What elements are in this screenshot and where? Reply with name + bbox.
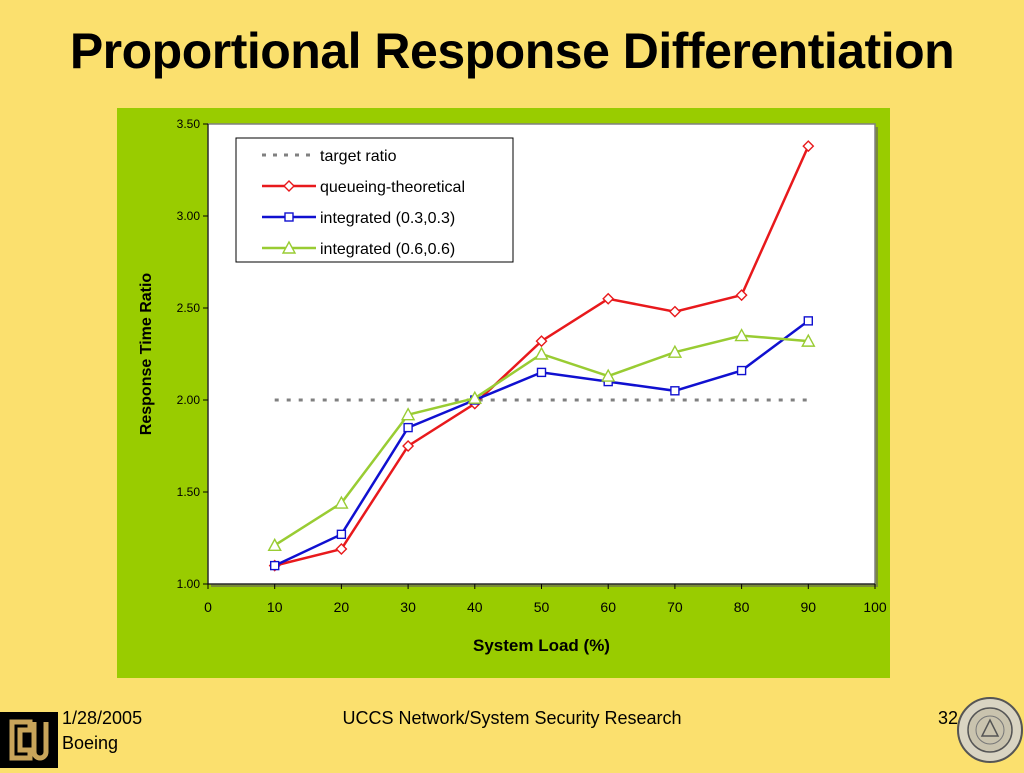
footer-title: UCCS Network/System Security Research: [342, 708, 682, 728]
line-chart: 1.00 1.50 2.00 2.50 3.00 3.50 0 10 20 30 40 50 60 70 8…: [138, 117, 887, 655]
legend-label: target ratio: [320, 148, 397, 165]
legend-label: queueing-theoretical: [320, 179, 465, 196]
series-integrated-0-6-0-6-point: [534, 346, 549, 360]
x-axis-title: System Load (%): [473, 636, 610, 655]
x-tick-label: 60: [600, 599, 616, 615]
x-tick-label: 10: [267, 599, 283, 615]
y-axis-title: Response Time Ratio: [138, 273, 155, 436]
series-integrated-0-3-0-3-point: [736, 365, 747, 376]
series-integrated-0-3-0-3-point: [269, 560, 280, 571]
series-queueing-theoretical-point: [335, 543, 348, 556]
x-tick-label: 30: [400, 599, 416, 615]
series-queueing-theoretical-point: [668, 305, 681, 318]
legend-marker: [281, 240, 297, 254]
series-integrated-0-6-0-6-point: [267, 537, 282, 552]
x-tick-label: 90: [801, 599, 817, 615]
series-integrated-0-6-0-6-point: [734, 328, 749, 342]
x-tick-label: 100: [863, 599, 887, 615]
x-tick-label: 80: [734, 599, 750, 615]
series-integrated-0-6-0-6-point: [667, 344, 683, 358]
legend-box: [235, 137, 514, 263]
y-tick-label: 1.50: [177, 485, 201, 499]
chart-panel: 1.00 1.50 2.00 2.50 3.00 3.50 0 10 20 30 40 50 60 70 8…: [117, 108, 890, 678]
series-integrated-0-3-0-3-point: [403, 422, 413, 433]
legend-marker: [284, 212, 294, 222]
series-queueing-theoretical-point: [535, 335, 548, 348]
series-queueing-theoretical-point: [402, 440, 415, 452]
slide-title: Proportional Response Differentiation: [69, 23, 955, 79]
x-tick-label: 50: [534, 599, 550, 615]
legend-marker: [283, 180, 295, 192]
series-integrated-0-3-0-3-point: [336, 529, 347, 540]
series-integrated-0-6-0-6-point: [334, 495, 349, 509]
cu-logo-icon: [0, 712, 58, 768]
series-integrated-0-3-0-3-point: [803, 316, 813, 326]
y-tick-label: 3.50: [177, 117, 201, 131]
x-tick-label: 20: [334, 599, 350, 615]
x-tick-label: 70: [667, 599, 683, 615]
y-tick-label: 1.00: [177, 577, 201, 591]
y-tick-label: 2.00: [177, 393, 201, 407]
x-tick-label: 40: [467, 599, 483, 615]
legend-label: integrated (0.6,0.6): [320, 241, 455, 258]
series-integrated-0-6-0-6-point: [601, 368, 616, 382]
series-queueing-theoretical-point: [602, 292, 615, 305]
series-queueing-theoretical-point: [802, 140, 815, 153]
series-integrated-0-3-0-3-point: [670, 386, 680, 396]
y-tick-label: 2.50: [177, 301, 201, 315]
x-tick-label: 0: [204, 599, 212, 615]
footer-org: Boeing: [62, 733, 119, 753]
legend-label: integrated (0.3,0.3): [320, 210, 455, 227]
series-integrated-0-6-0-6-point: [400, 407, 416, 421]
footer-date: 1/28/2005: [62, 708, 143, 728]
y-tick-label: 3.00: [177, 209, 201, 223]
series-integrated-0-6-0-6-point: [467, 390, 482, 404]
series-queueing-theoretical-point: [735, 289, 748, 302]
university-of-colorado-seal-icon: [956, 696, 1024, 764]
series-integrated-0-6-0-6-point: [801, 333, 816, 347]
page-number: 32: [938, 708, 959, 728]
series-integrated-0-3-0-3-point: [536, 367, 547, 378]
